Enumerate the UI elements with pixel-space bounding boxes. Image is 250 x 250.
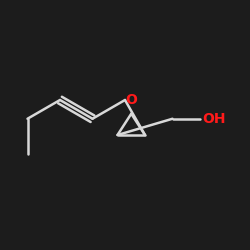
Text: O: O [125,93,137,107]
Text: OH: OH [202,112,226,126]
